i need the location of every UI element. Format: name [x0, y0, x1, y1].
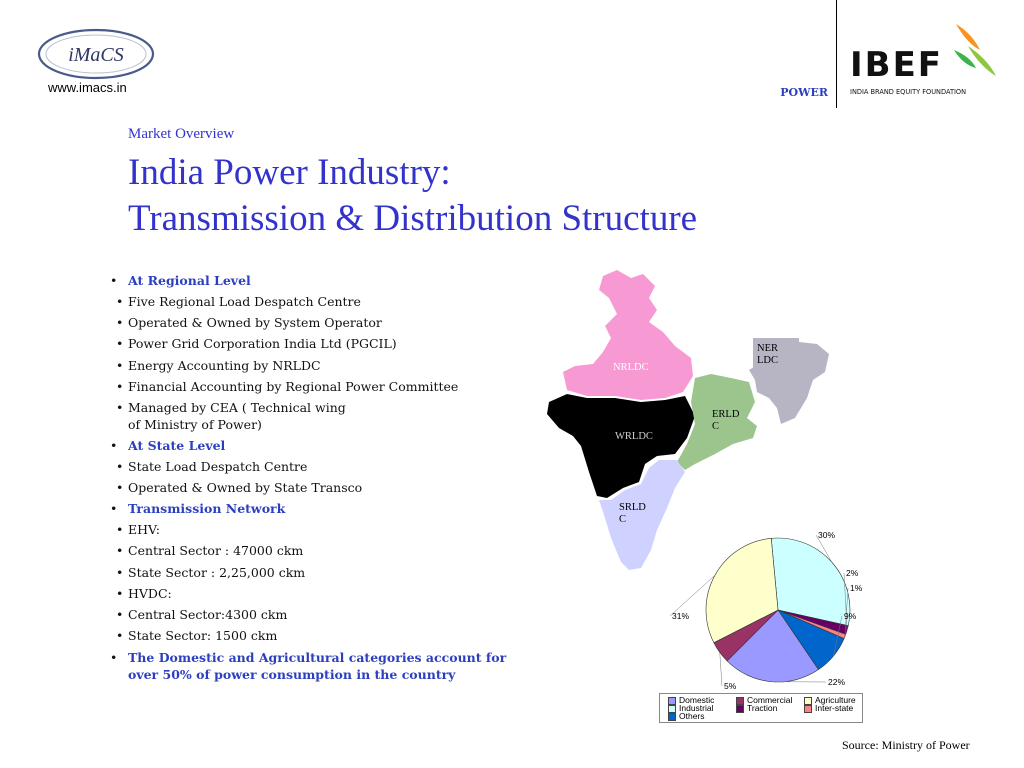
map-label-srldc: SRLD C	[619, 502, 646, 525]
list-item-text: State Load Despatch Centre	[128, 459, 308, 475]
pie-data-label: 9%	[844, 611, 857, 621]
power-tag: POWER	[780, 86, 828, 99]
legend-swatch	[668, 696, 676, 705]
pie-data-label: 5%	[724, 681, 737, 691]
bullet-heading: At Regional Level	[128, 273, 251, 288]
legend-swatch	[668, 704, 676, 713]
pie-data-label: 22%	[828, 677, 845, 687]
slide-title: India Power Industry: Transmission & Dis…	[128, 150, 697, 242]
legend-swatch	[736, 704, 744, 713]
list-item-text: of Ministry of Power)	[128, 416, 262, 432]
title-line-1: India Power Industry:	[128, 152, 451, 193]
bullet-list: At Regional Level Five Regional Load Des…	[110, 272, 528, 687]
list-item: Central Sector : 47000 ckm	[116, 542, 528, 559]
list-item-text: EHV:	[128, 522, 161, 538]
legend-item: Inter-state	[804, 704, 853, 713]
map-label-erldc: ERLD C	[712, 409, 740, 432]
map-label-wrldc: WRLDC	[615, 431, 653, 442]
imacs-url[interactable]: www.imacs.in	[48, 80, 127, 95]
pie-slice-agriculture	[705, 537, 779, 644]
imacs-logo: iMaCS	[36, 26, 156, 82]
source-note: Source: Ministry of Power	[842, 738, 970, 752]
list-item-text: HVDC:	[128, 586, 172, 602]
pie-data-label: 1%	[850, 583, 863, 593]
pie-leader-line	[669, 575, 716, 617]
list-item: Financial Accounting by Regional Power C…	[116, 378, 528, 433]
list-item: HVDC: Central Sector:4300 ckm State Sect…	[116, 585, 528, 644]
list-item: EHV: Central Sector : 47000 ckm State Se…	[116, 521, 528, 581]
map-region-west	[547, 394, 695, 498]
bullet-state: At State Level State Load Despatch Centr…	[110, 437, 528, 496]
bullet-transmission: Transmission Network EHV: Central Sector…	[110, 500, 528, 644]
pie-data-label: 30%	[818, 530, 835, 540]
header-divider	[836, 0, 837, 108]
india-region-map: NRLDC WRLDC NER LDC ERLD C SRLD C	[545, 268, 840, 573]
bullet-heading: The Domestic and Agricultural categories…	[128, 649, 507, 682]
map-label-nrldc: NRLDC	[613, 362, 649, 373]
legend-item: Traction	[736, 704, 777, 713]
title-line-2: Transmission & Distribution Structure	[128, 198, 698, 239]
ibef-tagline: INDIA BRAND EQUITY FOUNDATION	[850, 88, 966, 96]
pie-leader-line	[719, 652, 723, 687]
list-item-text: Operated & Owned by System Operator	[128, 315, 382, 331]
map-label-nerldc: NER LDC	[757, 343, 778, 366]
list-item: Five Regional Load Despatch Centre	[116, 293, 528, 310]
legend-item: Agriculture	[804, 696, 856, 705]
list-item-text: Managed by CEA ( Technical wing	[128, 399, 346, 415]
bullet-heading: Transmission Network	[128, 501, 286, 517]
pie-data-label: 31%	[672, 611, 689, 621]
legend-item: Commercial	[736, 696, 792, 705]
consumption-pie-chart: 30% 2% 1% 9% 22% 5% 31%	[660, 528, 880, 698]
pie-leader-line	[833, 615, 843, 656]
map-region-north	[563, 270, 693, 400]
legend-item: Domestic	[668, 696, 714, 705]
ibef-logo: IBEF INDIA BRAND EQUITY FOUNDATION	[848, 20, 1008, 102]
list-item: State Sector: 1500 ckm	[116, 627, 528, 644]
legend-label: Agriculture	[815, 695, 856, 705]
pie-legend: Domestic Commercial Agriculture Industrial T…	[659, 693, 863, 723]
ibef-logo-text: IBEF	[850, 45, 943, 85]
section-label: Market Overview	[128, 126, 235, 142]
legend-item: Others	[668, 712, 705, 721]
pie-leader-line	[843, 572, 848, 631]
pie-leader-line	[844, 587, 849, 637]
list-item: Energy Accounting by NRLDC	[116, 357, 528, 374]
legend-label: Traction	[747, 703, 778, 713]
map-region-east	[677, 374, 757, 470]
list-item: Power Grid Corporation India Ltd (PGCIL)	[116, 335, 528, 352]
map-region-south	[599, 460, 685, 570]
legend-swatch	[668, 712, 676, 721]
legend-swatch	[736, 696, 744, 705]
legend-label: Industrial	[679, 703, 714, 713]
list-item: State Sector : 2,25,000 ckm	[116, 564, 528, 581]
list-item: Operated & Owned by State Transco	[116, 479, 528, 496]
bullet-heading: At State Level	[128, 438, 226, 454]
list-item: State Load Despatch Centre Operated & Ow…	[116, 458, 528, 496]
pie-leader-line	[815, 534, 833, 563]
legend-item: Industrial	[668, 704, 714, 713]
list-item: Operated & Owned by System Operator Powe…	[116, 314, 528, 352]
legend-label: Others	[679, 711, 705, 721]
bullet-regional: At Regional Level Five Regional Load Des…	[110, 272, 528, 433]
list-item-text: Financial Accounting by Regional Power C…	[128, 378, 459, 394]
imacs-logo-text: iMaCS	[68, 44, 124, 66]
legend-swatch	[804, 696, 812, 705]
bullet-conclusion: The Domestic and Agricultural categories…	[110, 649, 528, 683]
list-item: Managed by CEA ( Technical wing of Minis…	[116, 399, 528, 433]
pie-data-label: 2%	[846, 568, 859, 578]
legend-label: Commercial	[747, 695, 793, 705]
legend-label: Domestic	[679, 695, 715, 705]
legend-label: Inter-state	[815, 703, 854, 713]
list-item: Central Sector:4300 ckm	[116, 606, 528, 623]
legend-swatch	[804, 704, 812, 713]
